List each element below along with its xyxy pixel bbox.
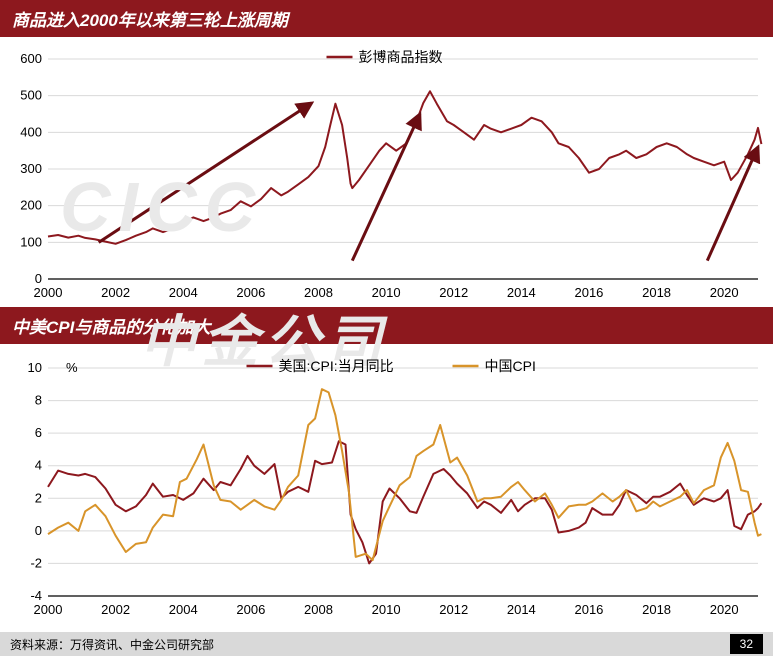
svg-text:2012: 2012 [439,602,468,617]
svg-text:2008: 2008 [304,285,333,300]
svg-text:0: 0 [35,523,42,538]
svg-text:2002: 2002 [101,602,130,617]
svg-text:600: 600 [20,51,42,66]
svg-text:2008: 2008 [304,602,333,617]
svg-text:2014: 2014 [507,602,536,617]
svg-text:2016: 2016 [574,285,603,300]
svg-text:2002: 2002 [101,285,130,300]
svg-text:6: 6 [35,425,42,440]
chart1-title: 商品进入2000年以来第三轮上涨周期 [0,0,773,37]
svg-text:%: % [66,360,78,375]
svg-text:10: 10 [28,360,42,375]
svg-text:2014: 2014 [507,285,536,300]
svg-text:2006: 2006 [236,602,265,617]
svg-text:2004: 2004 [169,602,198,617]
svg-text:美国:CPI:当月同比: 美国:CPI:当月同比 [279,358,394,374]
svg-text:-2: -2 [30,555,42,570]
chart2-title: 中美CPI与商品的分化加大 [0,307,773,344]
svg-text:2020: 2020 [710,602,739,617]
svg-text:100: 100 [20,234,42,249]
svg-text:2010: 2010 [372,602,401,617]
svg-text:2016: 2016 [574,602,603,617]
svg-text:2018: 2018 [642,602,671,617]
svg-text:2010: 2010 [372,285,401,300]
svg-text:200: 200 [20,198,42,213]
svg-text:2020: 2020 [710,285,739,300]
svg-text:300: 300 [20,161,42,176]
svg-text:2004: 2004 [169,285,198,300]
svg-text:0: 0 [35,271,42,286]
chart2-svg: -4 -2 0 2 4 6 8 10 2000 2002 2004 2006 2008 2010 2012 2… [0,344,773,624]
svg-text:2006: 2006 [236,285,265,300]
svg-text:8: 8 [35,393,42,408]
chart1-svg: 0 100 200 300 400 500 600 2000 2002 2004 2006 2008 2… [0,37,773,307]
source-text: 资料来源：万得资讯、中金公司研究部 [10,636,214,653]
svg-text:500: 500 [20,88,42,103]
svg-text:2000: 2000 [34,602,63,617]
svg-text:2000: 2000 [34,285,63,300]
svg-text:400: 400 [20,124,42,139]
page-number: 32 [730,634,763,654]
svg-text:中国CPI: 中国CPI [485,358,536,374]
svg-text:-4: -4 [30,588,42,603]
svg-text:2018: 2018 [642,285,671,300]
footer: 资料来源：万得资讯、中金公司研究部 32 [0,632,773,656]
svg-text:2: 2 [35,490,42,505]
svg-text:2012: 2012 [439,285,468,300]
svg-text:彭博商品指数: 彭博商品指数 [359,49,443,65]
svg-text:4: 4 [35,458,42,473]
chart1-area: CICC 中金公司 010020030040050060020002002200… [0,37,773,307]
chart2-area: -4 -2 0 2 4 6 8 10 2000 2002 2004 2006 2008 2010 2012 2… [0,344,773,624]
